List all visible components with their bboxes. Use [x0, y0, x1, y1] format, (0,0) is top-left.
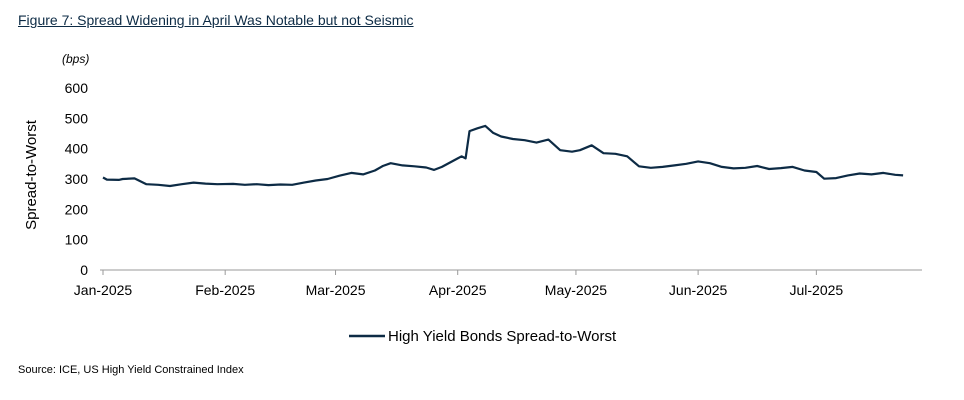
x-tick-label: May-2025 — [545, 282, 607, 298]
x-tick-label: Feb-2025 — [195, 282, 255, 298]
y-tick-label: 300 — [65, 171, 89, 187]
x-tick-label: Jul-2025 — [790, 282, 844, 298]
y-unit-label: (bps) — [62, 52, 89, 66]
y-tick-label: 500 — [65, 110, 89, 126]
y-tick-label: 600 — [65, 80, 89, 96]
source-note: Source: ICE, US High Yield Constrained I… — [18, 364, 244, 376]
y-tick-label: 100 — [65, 232, 89, 248]
spread-chart: (bps) Spread-to-Worst 0 100 200 300 400 500 60… — [23, 52, 922, 345]
x-tick-label: Apr-2025 — [429, 282, 487, 298]
y-tick-label: 400 — [65, 141, 89, 157]
y-axis-ticks: 0 100 200 300 400 500 600 — [65, 80, 89, 278]
series-line-high-yield — [102, 124, 904, 188]
x-tick-label: Jun-2025 — [669, 282, 728, 298]
x-tick-label: Jan-2025 — [74, 282, 133, 298]
y-tick-label: 0 — [80, 262, 88, 278]
legend: High Yield Bonds Spread-to-Worst — [349, 328, 617, 345]
x-tick-label: Mar-2025 — [306, 282, 366, 298]
legend-label: High Yield Bonds Spread-to-Worst — [388, 328, 617, 345]
y-tick-label: 200 — [65, 201, 89, 217]
figure-title: Figure 7: Spread Widening in April Was N… — [18, 12, 414, 28]
y-axis-label: Spread-to-Worst — [23, 119, 40, 230]
x-axis-ticks: Jan-2025 Feb-2025 Mar-2025 Apr-2025 May-2025… — [74, 270, 844, 298]
